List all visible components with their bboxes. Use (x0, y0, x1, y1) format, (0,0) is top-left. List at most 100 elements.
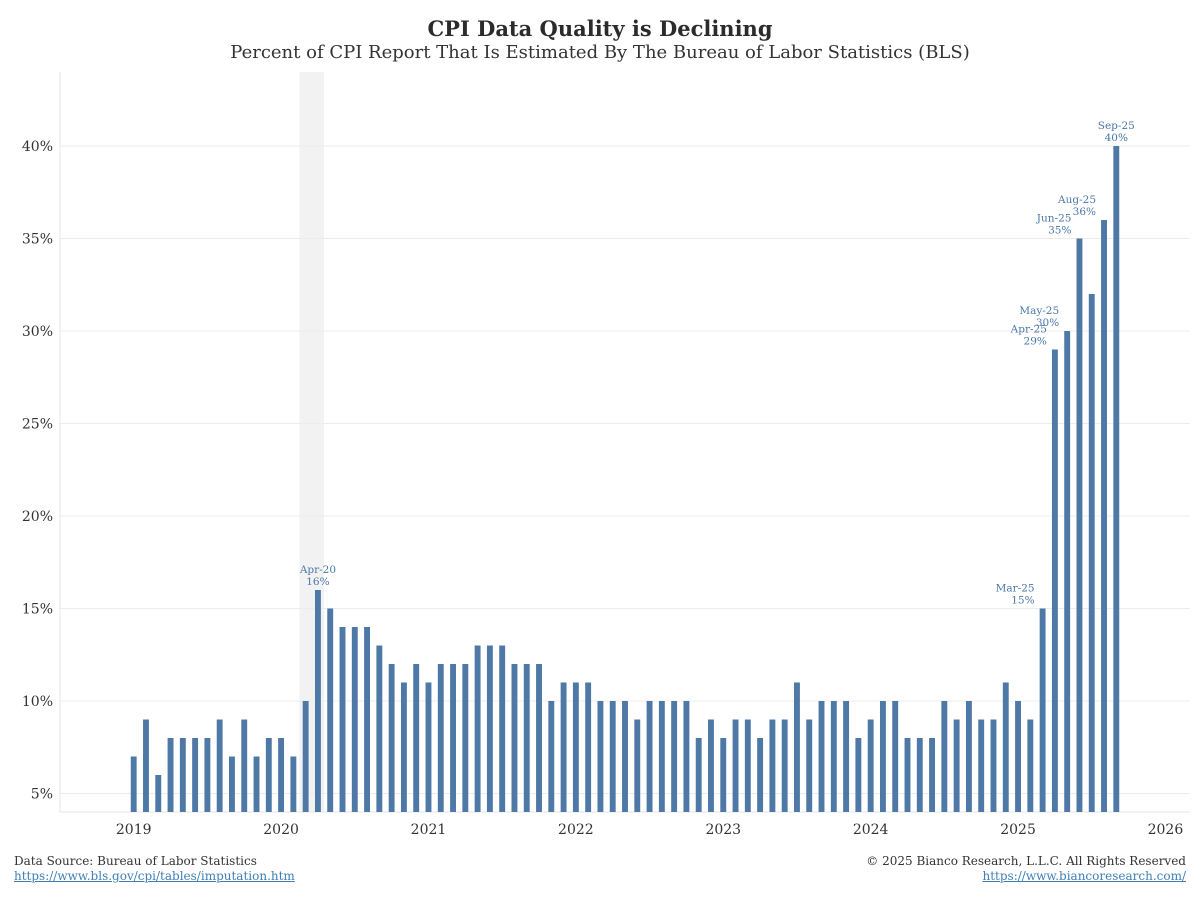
bar (192, 738, 199, 812)
bar (511, 664, 518, 812)
bar-chart: 5% 10% 15% 20% 25% 30% 35% 40% 2019 2020 2021 2022 2… (22, 72, 1190, 838)
y-tick-label: 25% (22, 417, 53, 433)
bar (1027, 719, 1034, 812)
bar (990, 719, 997, 812)
y-tick-label: 40% (22, 139, 53, 155)
bar (941, 701, 948, 812)
bar (806, 719, 813, 812)
bar (879, 701, 886, 812)
y-tick-label: 30% (22, 324, 53, 340)
x-tick-label: 2022 (558, 822, 594, 838)
bar (302, 701, 309, 812)
annotation-month-label: Mar-25 (996, 583, 1035, 595)
bar (683, 701, 690, 812)
x-tick-label: 2026 (1148, 822, 1184, 838)
bar (818, 701, 825, 812)
bar (486, 645, 493, 812)
annotation-month-label: May-25 (1019, 305, 1059, 317)
bar (265, 738, 272, 812)
bar (327, 608, 334, 812)
annotation-value-label: 30% (1036, 317, 1059, 329)
bar (241, 719, 248, 812)
footer-copyright: © 2025 Bianco Research, L.L.C. All Right… (866, 854, 1186, 884)
bar (216, 719, 223, 812)
bar (855, 738, 862, 812)
y-tick-label: 15% (22, 602, 53, 618)
bar (732, 719, 739, 812)
y-tick-label: 10% (22, 694, 53, 710)
bar (744, 719, 751, 812)
bar (585, 682, 592, 812)
bar (523, 664, 530, 812)
bar (413, 664, 420, 812)
bar (867, 719, 874, 812)
annotation-month-label: Aug-25 (1057, 194, 1096, 206)
bar (572, 682, 579, 812)
bar (781, 719, 788, 812)
bar (916, 738, 923, 812)
bar (143, 719, 149, 812)
bar (400, 682, 407, 812)
bar (794, 682, 800, 812)
bar (609, 701, 616, 812)
bar (892, 701, 899, 812)
x-tick-label: 2020 (263, 822, 299, 838)
x-tick-label: 2019 (116, 822, 152, 838)
bar (462, 664, 469, 812)
bar (904, 738, 911, 812)
bar (1088, 294, 1095, 812)
annotation-value-label: 29% (1024, 336, 1047, 348)
bar (376, 645, 383, 812)
bar (634, 719, 641, 812)
x-tick-label: 2021 (411, 822, 447, 838)
bar (658, 701, 665, 812)
bar (965, 701, 972, 812)
bar (450, 664, 456, 812)
footer-source: Data Source: Bureau of Labor Statistics … (14, 854, 295, 884)
bar (278, 738, 285, 812)
bar (155, 775, 162, 812)
y-tick-label: 20% (22, 509, 53, 525)
annotation-month-label: Jun-25 (1036, 213, 1072, 225)
x-tick-label: 2025 (1000, 822, 1036, 838)
bar (843, 701, 850, 812)
bar (290, 756, 297, 812)
bar (536, 664, 542, 812)
annotation-value-label: 15% (1011, 595, 1034, 607)
bar (474, 645, 481, 812)
bar (978, 719, 985, 812)
bar (204, 738, 211, 812)
bar (425, 682, 432, 812)
bar (339, 627, 346, 812)
bar (597, 701, 604, 812)
bar (314, 590, 321, 812)
bar (167, 738, 174, 812)
bar (1015, 701, 1021, 812)
bar (708, 719, 714, 812)
bar (1101, 220, 1107, 812)
annotation-value-label: 35% (1048, 225, 1071, 237)
bar (1064, 331, 1071, 812)
site-link[interactable]: https://www.biancoresearch.com/ (982, 869, 1186, 883)
bar (1002, 682, 1009, 812)
bar (1076, 238, 1083, 812)
chart-subtitle: Percent of CPI Report That Is Estimated … (230, 42, 970, 63)
bar (253, 756, 260, 812)
bar (130, 756, 137, 812)
bar (671, 701, 678, 812)
bar (351, 627, 358, 812)
y-tick-label: 35% (22, 232, 53, 248)
annotation-month-label: Sep-25 (1098, 120, 1135, 132)
bar (364, 627, 371, 812)
bar (499, 645, 506, 812)
bar (646, 701, 653, 812)
bar (953, 719, 960, 812)
annotation-value-label: 16% (306, 576, 329, 588)
bar (622, 701, 628, 812)
bar (179, 738, 186, 812)
bar (929, 738, 936, 812)
x-tick-label: 2024 (853, 822, 889, 838)
bar (695, 738, 702, 812)
bar (548, 701, 555, 812)
source-link[interactable]: https://www.bls.gov/cpi/tables/imputatio… (14, 869, 295, 883)
